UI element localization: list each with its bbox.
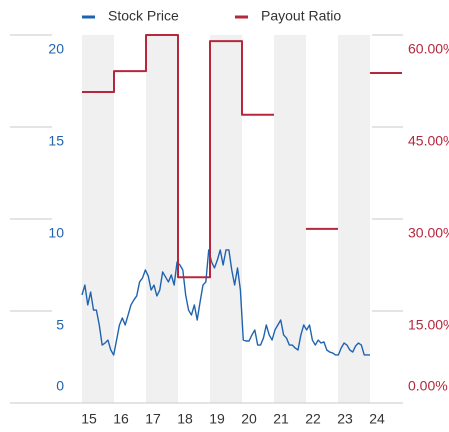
year-band bbox=[146, 35, 178, 403]
year-band bbox=[338, 35, 370, 403]
year-band bbox=[274, 35, 306, 403]
y-tick-label: 20 bbox=[48, 41, 64, 57]
year-band bbox=[210, 35, 242, 403]
x-tick-label: 22 bbox=[305, 411, 321, 427]
y2-tick-label: 60.00% bbox=[408, 41, 449, 57]
line bbox=[81, 249, 370, 356]
y2-tick-label: 30.00% bbox=[408, 225, 449, 241]
y2-tick-label: 15.00% bbox=[408, 317, 449, 333]
x-tick-label: 15 bbox=[81, 411, 97, 427]
y-tick-label: 0 bbox=[56, 378, 64, 394]
year-band bbox=[82, 35, 114, 403]
y-tick-label: 10 bbox=[48, 225, 64, 241]
x-tick-label: 20 bbox=[241, 411, 257, 427]
x-tick-label: 23 bbox=[337, 411, 353, 427]
x-tick-label: 24 bbox=[369, 411, 385, 427]
y2-tick-label: 0.00% bbox=[408, 378, 448, 394]
y2-tick-label: 45.00% bbox=[408, 133, 449, 149]
x-tick-label: 21 bbox=[273, 411, 289, 427]
x-tick-label: 16 bbox=[113, 411, 129, 427]
y-tick-label: 15 bbox=[48, 133, 64, 149]
y-tick-label: 5 bbox=[56, 317, 64, 333]
legend-label: Payout Ratio bbox=[261, 8, 341, 24]
x-tick-label: 19 bbox=[209, 411, 225, 427]
x-tick-label: 17 bbox=[145, 411, 161, 427]
x-tick-label: 18 bbox=[177, 411, 193, 427]
step-line bbox=[82, 34, 402, 279]
legend-label: Stock Price bbox=[108, 8, 179, 24]
